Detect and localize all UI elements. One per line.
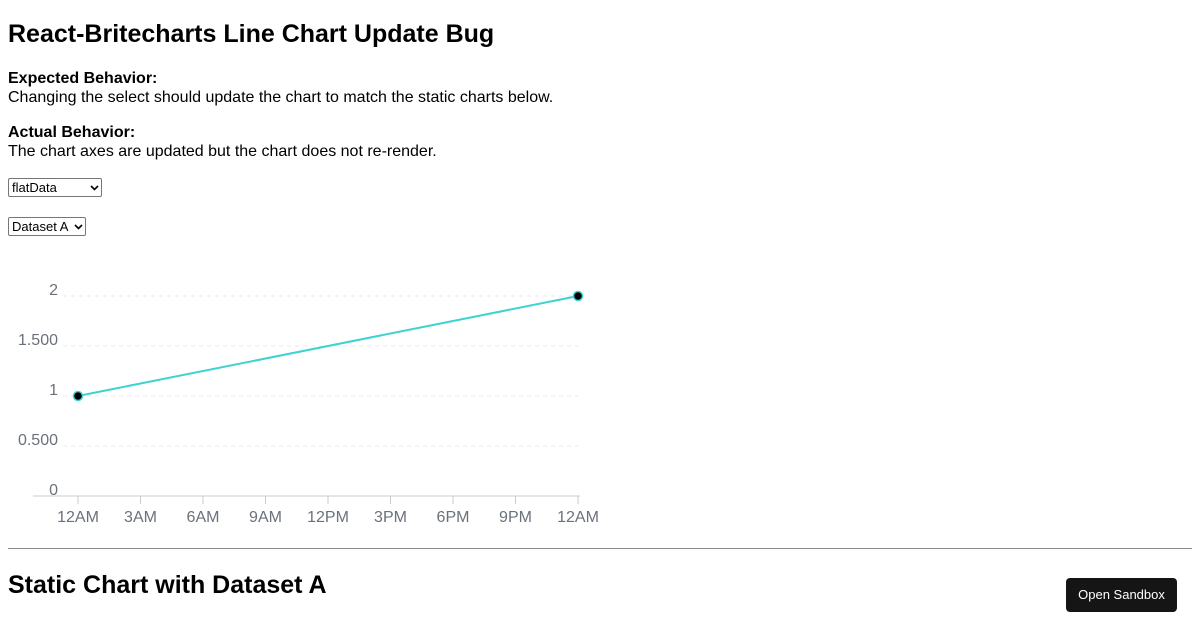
data-type-select-value: flatData bbox=[12, 180, 57, 195]
actual-behavior: Actual Behavior: The chart axes are upda… bbox=[8, 123, 437, 161]
actual-behavior-label: Actual Behavior: bbox=[8, 124, 136, 141]
x-tick-label: 12AM bbox=[557, 509, 599, 526]
x-tick-label: 3AM bbox=[124, 509, 157, 526]
y-tick-label: 0.500 bbox=[18, 432, 58, 449]
section-divider bbox=[8, 548, 1192, 549]
y-tick-label: 1.500 bbox=[18, 332, 58, 349]
open-sandbox-button[interactable]: Open Sandbox bbox=[1066, 578, 1177, 612]
data-point bbox=[72, 390, 84, 402]
actual-behavior-text: The chart axes are updated but the chart… bbox=[8, 143, 437, 160]
y-tick-label: 2 bbox=[49, 282, 58, 299]
y-tick-label: 0 bbox=[49, 482, 58, 499]
series-line bbox=[77, 295, 579, 397]
page-title: React-Britecharts Line Chart Update Bug bbox=[8, 20, 495, 48]
x-tick-label: 12PM bbox=[307, 509, 349, 526]
chevron-down-icon bbox=[87, 179, 101, 196]
expected-behavior: Expected Behavior: Changing the select s… bbox=[8, 69, 553, 107]
y-tick-label: 1 bbox=[49, 382, 58, 399]
expected-behavior-label: Expected Behavior: bbox=[8, 70, 158, 87]
expected-behavior-text: Changing the select should update the ch… bbox=[8, 89, 554, 106]
data-point bbox=[572, 290, 584, 302]
x-tick-label: 9PM bbox=[499, 509, 532, 526]
x-tick-label: 9AM bbox=[249, 509, 282, 526]
x-tick-label: 12AM bbox=[57, 509, 99, 526]
data-type-select[interactable]: flatData bbox=[8, 178, 102, 197]
x-tick-label: 3PM bbox=[374, 509, 407, 526]
line-chart: 0 0.500 1 1.500 2 12AM 3AM 6AM 9AM 12PM 3PM 6PM 9PM 1… bbox=[18, 282, 599, 526]
x-tick-label: 6AM bbox=[187, 509, 220, 526]
dataset-select-value: Dataset A bbox=[12, 219, 69, 234]
x-tick-label: 6PM bbox=[437, 509, 470, 526]
dataset-select[interactable]: Dataset A bbox=[8, 217, 86, 236]
chevron-down-icon bbox=[71, 218, 85, 235]
static-chart-title: Static Chart with Dataset A bbox=[8, 571, 327, 599]
